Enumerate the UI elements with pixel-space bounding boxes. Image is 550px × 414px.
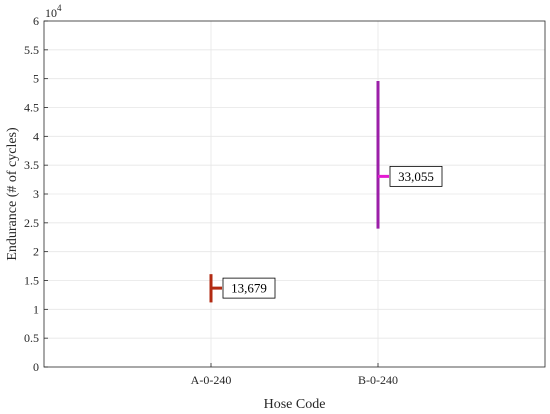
y-axis-exponent: 104 bbox=[45, 3, 62, 20]
y-tick-label: 0.5 bbox=[24, 331, 39, 345]
y-tick-label: 0 bbox=[33, 360, 39, 374]
grid bbox=[44, 21, 545, 367]
data-marks: 13,679 33,055 bbox=[209, 80, 443, 303]
y-tick-label: 2.5 bbox=[24, 216, 39, 230]
y-axis-ticks: 0 0.5 1 1.5 2 2.5 3 3.5 4 4.5 5 5.5 6 bbox=[24, 14, 48, 374]
x-tick-label: B-0-240 bbox=[358, 373, 398, 387]
data-label-box bbox=[222, 277, 276, 299]
y-tick-label: 2 bbox=[33, 245, 39, 259]
y-tick-label: 1 bbox=[33, 302, 39, 316]
y-tick-label: 4 bbox=[33, 129, 39, 143]
data-label: 33,055 bbox=[398, 169, 434, 184]
y-axis-exponent-base: 10 bbox=[45, 6, 57, 20]
y-tick-label: 3 bbox=[33, 187, 39, 201]
x-axis-ticks: A-0-240 B-0-240 bbox=[191, 363, 398, 387]
x-axis-label: Hose Code bbox=[264, 397, 326, 412]
y-tick-label: 5.5 bbox=[24, 43, 39, 57]
data-label-box bbox=[389, 165, 443, 187]
y-tick-label: 3.5 bbox=[24, 158, 39, 172]
y-axis-label: Endurance (# of cycles) bbox=[5, 127, 20, 261]
x-tick-label: A-0-240 bbox=[191, 373, 232, 387]
y-tick-label: 6 bbox=[33, 14, 39, 28]
y-tick-label: 5 bbox=[33, 72, 39, 86]
y-tick-label: 1.5 bbox=[24, 274, 39, 288]
data-label: 13,679 bbox=[231, 281, 267, 296]
y-axis-exponent-power: 4 bbox=[57, 3, 62, 13]
y-tick-label: 4.5 bbox=[24, 101, 39, 115]
